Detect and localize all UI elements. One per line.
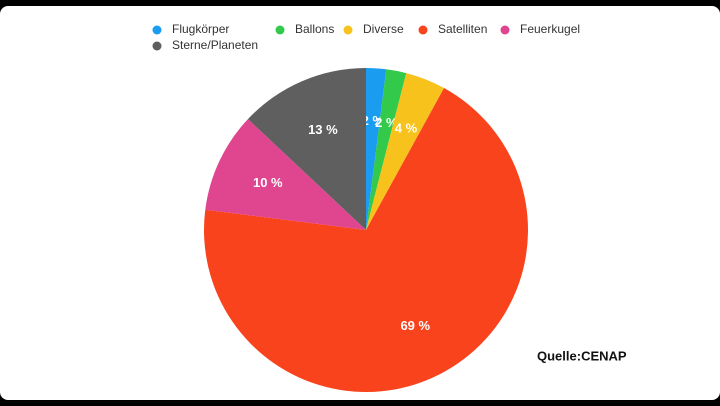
value-label: 2 %	[362, 113, 385, 128]
slice	[205, 119, 366, 230]
value-label: 4 %	[395, 121, 418, 136]
legend-label: Satelliten	[438, 22, 487, 36]
value-label: 10 %	[253, 175, 283, 190]
slice	[366, 69, 407, 230]
slice	[204, 88, 528, 392]
legend-marker	[275, 25, 285, 35]
legend-marker	[152, 41, 162, 51]
annotation: Quelle:CENAP	[537, 348, 627, 363]
legend-label: Flugkörper	[172, 22, 229, 36]
legend-marker	[152, 25, 162, 35]
legend-label: Sterne/Planeten	[172, 38, 258, 52]
legend-marker	[418, 25, 428, 35]
legend-label: Diverse	[363, 22, 404, 36]
legend-marker	[343, 25, 353, 35]
slice	[247, 68, 366, 230]
value-label: 69 %	[400, 318, 430, 333]
legend: Flugkörper Ballons Diverse Satelliten Feuerk…	[152, 22, 580, 52]
legend-marker	[500, 25, 510, 35]
pie: 2 %2 %4 %69 %10 %13 %	[204, 68, 528, 392]
legend-label: Feuerkugel	[520, 22, 580, 36]
slice	[366, 73, 445, 230]
value-label: 2 %	[375, 115, 398, 130]
value-label: 13 %	[308, 122, 338, 137]
slice	[366, 68, 387, 230]
legend-label: Ballons	[295, 22, 334, 36]
